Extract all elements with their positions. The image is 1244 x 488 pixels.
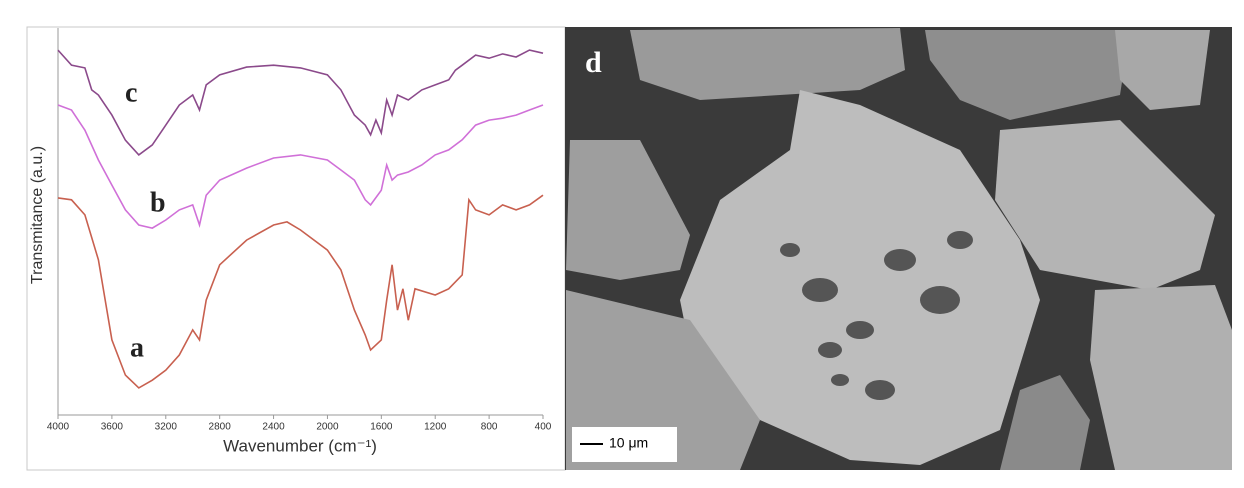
x-tick-label: 3200 xyxy=(155,422,178,433)
x-tick-label: 2800 xyxy=(209,422,232,433)
panel-label: d xyxy=(585,46,602,79)
series-label: c xyxy=(125,77,137,108)
y-axis-label: Transmitance (a.u.) xyxy=(29,146,46,284)
page: Wavenumber (cm⁻¹) Transmitance (a.u.) d … xyxy=(0,0,1244,488)
particle xyxy=(1090,285,1232,470)
figure: Wavenumber (cm⁻¹) Transmitance (a.u.) d … xyxy=(0,0,1244,483)
x-tick-label: 4000 xyxy=(47,422,70,433)
x-axis-label: Wavenumber (cm⁻¹) xyxy=(223,436,377,455)
panel-frame xyxy=(27,27,565,470)
x-tick-label: 1600 xyxy=(370,422,393,433)
scale-bar-label: 10 μm xyxy=(609,435,648,451)
series-label: a xyxy=(130,332,144,363)
series-label: b xyxy=(150,187,166,218)
x-tick-label: 1200 xyxy=(424,422,447,433)
x-tick-label: 800 xyxy=(481,422,498,433)
x-tick-label: 3600 xyxy=(101,422,124,433)
x-tick-label: 400 xyxy=(535,422,552,433)
x-tick-label: 2400 xyxy=(262,422,285,433)
x-tick-label: 2000 xyxy=(316,422,339,433)
sem-image: d 10 μm xyxy=(565,27,1232,470)
